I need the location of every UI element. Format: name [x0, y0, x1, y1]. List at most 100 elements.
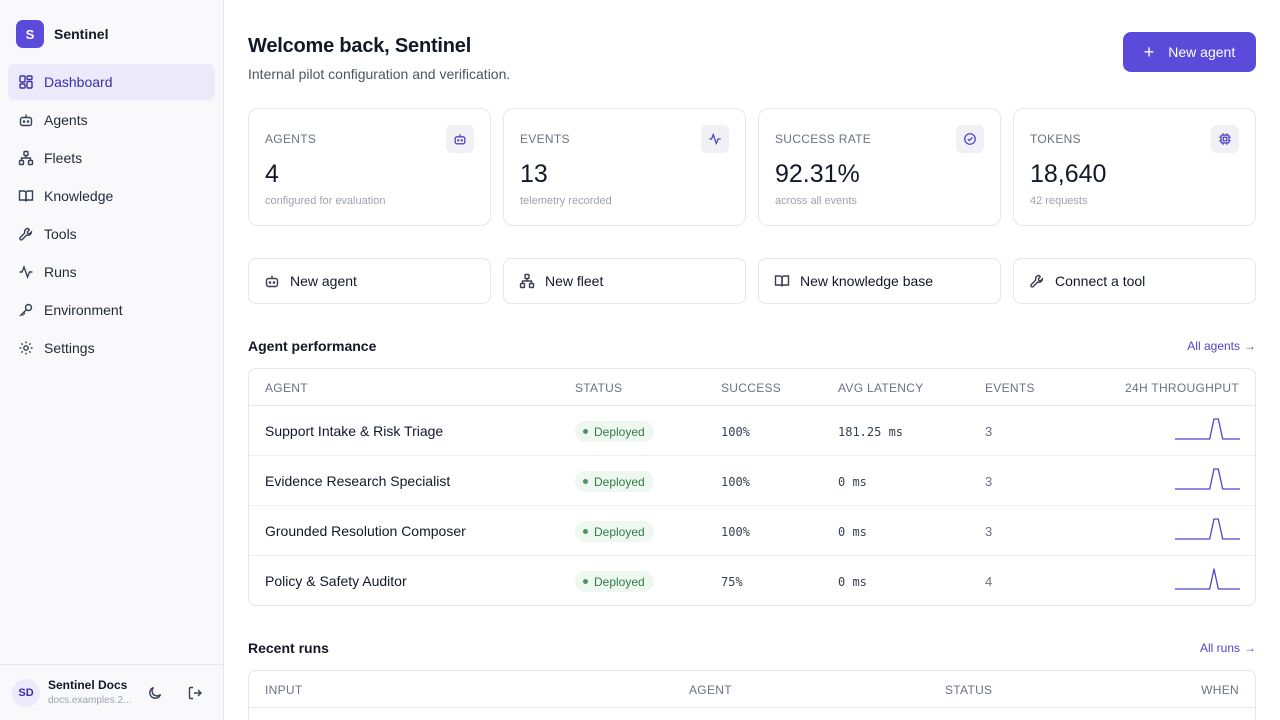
wrench-icon [18, 226, 34, 242]
user-email: docs.examples.2... [48, 695, 132, 706]
brand-logo: S [16, 20, 44, 48]
stat-value: 4 [265, 160, 279, 188]
check-circle-icon [956, 125, 984, 153]
throughput-sparkline [1175, 418, 1240, 440]
latency-value: 181.25 ms [838, 425, 904, 439]
new-agent-action-button[interactable]: New agent [248, 258, 491, 304]
stat-note: 42 requests [1030, 195, 1088, 207]
sidebar-item-settings[interactable]: Settings [8, 330, 215, 366]
avatar[interactable]: SD [12, 679, 40, 707]
sidebar-item-label: Dashboard [44, 74, 113, 90]
sidebar-item-environment[interactable]: Environment [8, 292, 215, 328]
column-header-success: SUCCESS [721, 381, 782, 395]
status-label: Deployed [594, 474, 645, 489]
agent-name[interactable]: Support Intake & Risk Triage [265, 423, 444, 439]
logout-button[interactable] [185, 683, 205, 703]
success-value: 100% [721, 525, 750, 539]
status-label: Deployed [594, 524, 645, 539]
stat-card-success-rate: SUCCESS RATE 92.31% across all events [758, 108, 1001, 226]
connect-tool-action-button[interactable]: Connect a tool [1013, 258, 1256, 304]
column-header-status: STATUS [945, 683, 993, 697]
book-icon [774, 273, 790, 289]
new-fleet-action-button[interactable]: New fleet [503, 258, 746, 304]
bot-icon [264, 273, 280, 289]
stat-value: 13 [520, 160, 548, 188]
status-label: Deployed [594, 574, 645, 589]
table-row[interactable]: Policy & Safety Auditor Deployed 75% 0 m… [249, 556, 1255, 605]
all-agents-link-label: All agents [1187, 339, 1240, 353]
recent-runs-title: Recent runs [248, 640, 329, 656]
stat-value: 92.31% [775, 160, 860, 188]
sidebar-item-label: Tools [44, 226, 77, 242]
cpu-icon [1211, 125, 1239, 153]
recent-runs-table: INPUT AGENT STATUS WHEN [248, 670, 1256, 720]
page-subtitle: Internal pilot configuration and verific… [248, 66, 511, 82]
brand[interactable]: S Sentinel [16, 20, 108, 48]
sidebar-item-label: Knowledge [44, 188, 114, 204]
action-label: New agent [290, 273, 357, 289]
new-agent-button-label: New agent [1168, 44, 1236, 60]
theme-toggle-button[interactable] [145, 683, 165, 703]
bot-icon [18, 112, 34, 128]
sidebar-item-dashboard[interactable]: Dashboard [8, 64, 215, 100]
status-dot [583, 579, 588, 584]
stat-note: across all events [775, 195, 857, 207]
brand-name: Sentinel [54, 26, 109, 42]
events-value: 3 [985, 424, 993, 439]
throughput-sparkline [1175, 518, 1240, 540]
page-title: Welcome back, Sentinel [248, 35, 472, 57]
stat-value: 18,640 [1030, 160, 1107, 188]
status-badge: Deployed [575, 421, 654, 442]
events-value: 4 [985, 574, 993, 589]
column-header-status: STATUS [575, 381, 623, 395]
sidebar-item-label: Runs [44, 264, 77, 280]
sidebar-item-agents[interactable]: Agents [8, 102, 215, 138]
bot-icon [446, 125, 474, 153]
status-dot [583, 429, 588, 434]
all-agents-link[interactable]: All agents → [1187, 339, 1256, 353]
sidebar-item-runs[interactable]: Runs [8, 254, 215, 290]
action-label: Connect a tool [1055, 273, 1146, 289]
sparkline-series [1175, 468, 1240, 490]
sidebar-item-fleets[interactable]: Fleets [8, 140, 215, 176]
sidebar-item-tools[interactable]: Tools [8, 216, 215, 252]
sparkline-series [1175, 518, 1240, 540]
logout-icon [187, 685, 203, 701]
action-label: New fleet [545, 273, 604, 289]
column-header-agent: AGENT [265, 381, 308, 395]
new-knowledge-base-action-button[interactable]: New knowledge base [758, 258, 1001, 304]
table-row[interactable]: Evidence Research Specialist Deployed 10… [249, 456, 1255, 506]
column-header-events: EVENTS [985, 381, 1035, 395]
sidebar-item-label: Settings [44, 340, 95, 356]
new-agent-button[interactable]: + New agent [1123, 32, 1256, 72]
stat-note: configured for evaluation [265, 195, 386, 207]
throughput-sparkline [1175, 468, 1240, 490]
arrow-right-icon: → [1244, 339, 1256, 353]
action-label: New knowledge base [800, 273, 934, 289]
all-runs-link[interactable]: All runs → [1200, 641, 1256, 655]
success-value: 100% [721, 475, 750, 489]
arrow-right-icon: → [1244, 641, 1256, 655]
sidebar-item-knowledge[interactable]: Knowledge [8, 178, 215, 214]
moon-icon [147, 685, 163, 701]
success-value: 100% [721, 425, 750, 439]
agent-name[interactable]: Evidence Research Specialist [265, 473, 451, 489]
table-row[interactable]: Support Intake & Risk Triage Deployed 10… [249, 406, 1255, 456]
activity-icon [18, 264, 34, 280]
sidebar-item-label: Fleets [44, 150, 83, 166]
agent-performance-title: Agent performance [248, 338, 377, 354]
agent-name[interactable]: Grounded Resolution Composer [265, 523, 466, 539]
key-icon [18, 302, 34, 318]
agent-name[interactable]: Policy & Safety Auditor [265, 573, 407, 589]
all-runs-link-label: All runs [1199, 641, 1240, 655]
main-content: Welcome back, Sentinel Internal pilot co… [224, 0, 1280, 720]
sidebar-nav: Dashboard Agents Fleets Knowledge Tools [8, 64, 215, 368]
book-icon [18, 188, 34, 204]
gear-icon [18, 340, 34, 356]
status-badge: Deployed [575, 521, 654, 542]
table-row[interactable]: Grounded Resolution Composer Deployed 10… [249, 506, 1255, 556]
status-badge: Deployed [575, 571, 654, 592]
stat-card-tokens: TOKENS 18,640 42 requests [1013, 108, 1256, 226]
sidebar: S Sentinel Dashboard Agents Fleets Kno [0, 0, 224, 720]
stat-label: EVENTS [520, 132, 570, 146]
